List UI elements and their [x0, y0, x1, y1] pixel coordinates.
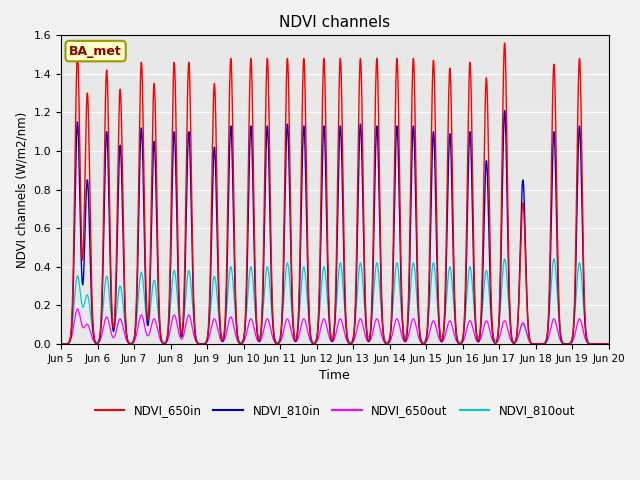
NDVI_650out: [80, 325, 88, 331]
NDVI_810out: [164, 326, 172, 332]
NDVI_650in: [90, 331, 98, 336]
Line: NDVI_810out: NDVI_810out: [61, 259, 609, 344]
NDVI_650out: [164, 335, 172, 341]
NDVI_810out: [550, 256, 557, 262]
NDVI_810in: [325, 305, 333, 311]
NDVI_650in: [325, 294, 333, 300]
NDVI_810in: [57, 341, 65, 347]
NDVI_810in: [576, 124, 584, 130]
X-axis label: Time: Time: [319, 369, 350, 382]
Text: BA_met: BA_met: [69, 45, 122, 58]
NDVI_650in: [576, 57, 584, 62]
Y-axis label: NDVI channels (W/m2/nm): NDVI channels (W/m2/nm): [15, 111, 28, 268]
Line: NDVI_810in: NDVI_810in: [61, 110, 609, 344]
NDVI_650in: [605, 341, 612, 347]
NDVI_650out: [90, 338, 98, 344]
NDVI_650out: [74, 306, 81, 312]
NDVI_810in: [60, 341, 67, 347]
NDVI_810out: [605, 341, 612, 347]
NDVI_650in: [57, 341, 65, 347]
Line: NDVI_650out: NDVI_650out: [61, 309, 609, 344]
NDVI_650out: [57, 341, 65, 347]
NDVI_650in: [60, 341, 67, 347]
NDVI_650in: [164, 320, 172, 326]
NDVI_810out: [80, 303, 88, 309]
NDVI_810in: [90, 335, 98, 340]
NDVI_810in: [605, 341, 612, 347]
NDVI_810out: [60, 341, 67, 347]
NDVI_650in: [500, 40, 508, 46]
NDVI_650out: [605, 341, 612, 347]
NDVI_650in: [80, 234, 88, 240]
NDVI_810out: [90, 334, 98, 340]
Legend: NDVI_650in, NDVI_810in, NDVI_650out, NDVI_810out: NDVI_650in, NDVI_810in, NDVI_650out, NDV…: [90, 399, 580, 421]
NDVI_650out: [576, 316, 584, 322]
Title: NDVI channels: NDVI channels: [279, 15, 390, 30]
NDVI_650out: [60, 341, 67, 347]
NDVI_810in: [80, 269, 88, 275]
Line: NDVI_650in: NDVI_650in: [61, 43, 609, 344]
NDVI_810out: [576, 260, 584, 266]
NDVI_810in: [500, 108, 508, 113]
NDVI_810out: [57, 341, 65, 347]
NDVI_650out: [325, 333, 333, 338]
NDVI_810out: [325, 315, 333, 321]
NDVI_810in: [164, 325, 172, 331]
